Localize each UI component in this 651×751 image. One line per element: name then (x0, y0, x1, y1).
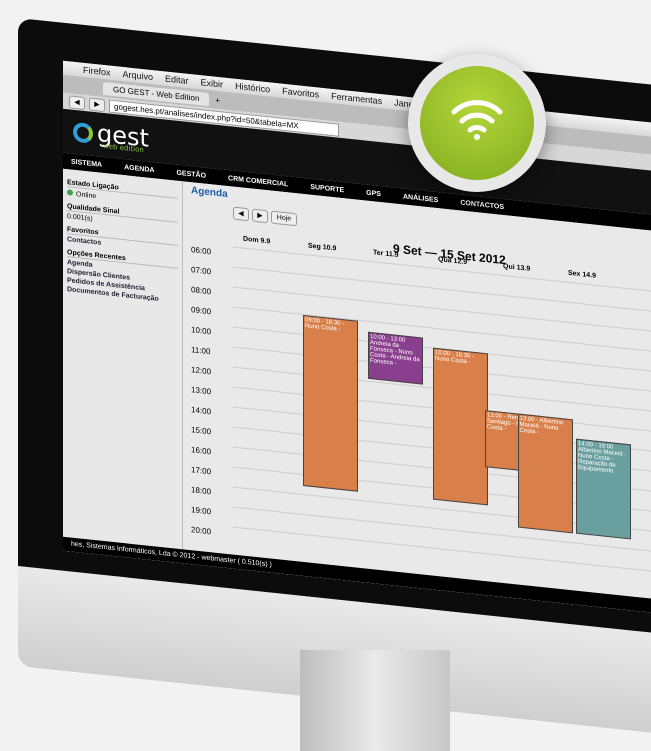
hour-label: 10:00 (191, 325, 212, 337)
nav-suporte[interactable]: SUPORTE (310, 183, 345, 194)
menu-firefox[interactable]: Firefox (83, 64, 111, 78)
menu-exibir[interactable]: Exibir (200, 77, 224, 90)
hour-label: 11:00 (191, 345, 211, 357)
hour-label: 13:00 (191, 385, 212, 397)
hour-label: 07:00 (191, 265, 212, 277)
back-icon[interactable]: ◀ (69, 94, 85, 110)
hour-label: 17:00 (191, 465, 212, 477)
calendar-event[interactable]: 09:00 - 18:30 - Nuno Costa - (303, 314, 358, 492)
calendar-event[interactable]: 10:00 - 18:30 - Nuno Costa - (433, 347, 488, 506)
new-tab-icon[interactable]: + (215, 95, 221, 105)
day-header[interactable]: Qui 13.9 (503, 262, 531, 273)
hour-label: 12:00 (191, 365, 212, 377)
prev-week-icon[interactable]: ◀ (233, 206, 249, 222)
calendar-panel: Agenda ◀ ▶ Hoje 9 Set — 15 Set 2012 06:0… (183, 181, 651, 619)
online-label: Online (76, 191, 97, 201)
hour-label: 09:00 (191, 305, 212, 317)
hour-label: 14:00 (191, 405, 212, 417)
calendar-event[interactable]: 13:00 - Albertino Maceiá - Nuno Costa - (517, 413, 573, 534)
hour-label: 08:00 (191, 285, 212, 297)
status-dot-icon (67, 189, 73, 196)
nav-gps[interactable]: GPS (366, 189, 381, 198)
nav-gestao[interactable]: GESTÃO (176, 169, 207, 180)
nav-sistema[interactable]: SISTEMA (71, 158, 103, 169)
today-button[interactable]: Hoje (271, 210, 297, 227)
sidebar: Estado Ligação Online Qualidade Sinal 0.… (63, 168, 183, 562)
day-header[interactable]: Dom 9.9 (243, 235, 271, 246)
next-week-icon[interactable]: ▶ (252, 208, 268, 224)
calendar-event[interactable]: 10:00 - 13:00 Andreia da Fonseca - Nuno … (368, 331, 423, 385)
wifi-badge (408, 54, 546, 192)
day-header[interactable]: Sex 14.9 (568, 269, 597, 280)
nav-agenda[interactable]: AGENDA (124, 163, 155, 174)
hour-label: 19:00 (191, 505, 212, 517)
day-header[interactable]: Ter 11.9 (373, 249, 399, 259)
hour-label: 20:00 (191, 525, 212, 537)
calendar-grid: 06:00 07:00 08:00 09:00 10:00 11:00 12:00 13:00… (191, 236, 651, 602)
screen: Firefox Arquivo Editar Exibir Histórico … (63, 60, 651, 621)
menu-arquivo[interactable]: Arquivo (122, 68, 154, 83)
nav-analises[interactable]: ANÁLISES (402, 192, 439, 204)
monitor-stand (300, 650, 450, 751)
hour-label: 18:00 (191, 485, 212, 497)
wifi-icon (451, 100, 503, 140)
app-logo[interactable]: gest web edition (73, 117, 149, 155)
day-header[interactable]: Seg 10.9 (308, 242, 337, 253)
calendar-nav: ◀ ▶ Hoje (233, 206, 297, 227)
hour-label: 06:00 (191, 245, 212, 257)
menu-editar[interactable]: Editar (165, 73, 189, 86)
nav-contactos[interactable]: CONTACTOS (460, 198, 505, 211)
forward-icon[interactable]: ▶ (89, 96, 105, 112)
nav-crm[interactable]: CRM COMERCIAL (228, 174, 289, 188)
calendar-event[interactable]: 14:00 - 19:00 Albertino Maceiá - Nuno Co… (576, 438, 631, 540)
hour-label: 15:00 (191, 425, 212, 437)
logo-mark-icon (73, 121, 93, 144)
hour-label: 16:00 (191, 445, 212, 457)
wifi-badge-inner (420, 66, 534, 180)
imac-monitor: Firefox Arquivo Editar Exibir Histórico … (18, 18, 651, 751)
